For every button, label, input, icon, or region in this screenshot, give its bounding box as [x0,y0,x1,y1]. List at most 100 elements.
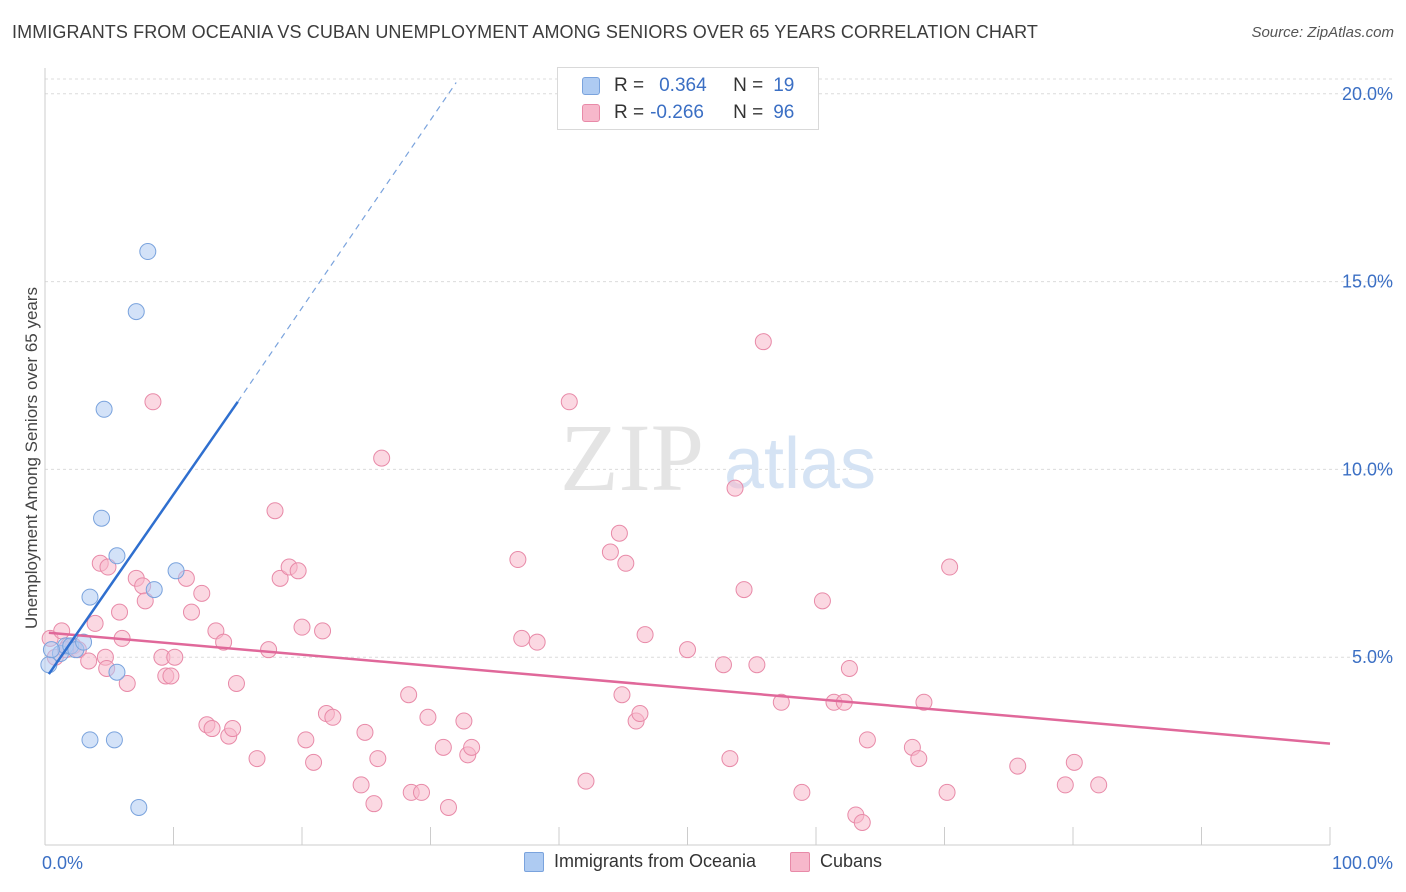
oceania-point [145,581,163,599]
cubans-point [80,652,98,670]
cubans-point [248,750,266,768]
oceania-point [81,731,99,749]
oceania-point [95,400,113,418]
tick-labels: 5.0% 10.0% 15.0% 20.0% 0.0% 100.0% [42,84,1393,873]
cubans-point [617,554,635,572]
trend-lines [47,82,1331,745]
legend-n-label: N = [733,102,764,123]
legend-row-cubans: R = -0.266 N = 96 [582,100,794,126]
correlation-legend: R = 0.364 N = 19 R = -0.266 N = 96 [557,67,819,130]
cubans-point [193,584,211,602]
legend-swatch-oceania [523,851,544,872]
cubans-point [324,708,342,726]
legend-r-value: -0.266 [650,102,704,123]
oceania-point [130,798,148,816]
cubans-point [560,393,578,411]
cubans-point [215,633,233,651]
oceania-point [81,588,99,606]
cubans-point [1065,753,1083,771]
cubans-point [266,502,284,520]
cubans-point [118,674,136,692]
y-tick-label: 10.0% [1342,459,1393,479]
cubans-point [356,723,374,741]
cubans-point [260,641,278,659]
y-axis-label: Unemployment Among Seniors over 65 years [22,286,41,630]
cubans-point [144,393,162,411]
cubans-point [224,720,242,738]
cubans-point [203,720,221,738]
series-legend: Immigrants from Oceania Cubans [0,851,1406,872]
cubans-point [509,551,527,569]
cubans-point [601,543,619,561]
cubans-point [314,622,332,640]
cubans-point [910,750,928,768]
cubans-point [434,738,452,756]
legend-row-oceania: R = 0.364 N = 19 [582,73,794,99]
oceania-point [108,547,126,565]
cubans-point [631,705,649,723]
cubans-point [182,603,200,621]
cubans-point [166,648,184,666]
cubans-point [513,629,531,647]
legend-r-label: R = [614,75,645,96]
cubans-point [754,333,772,351]
cubans-point [610,524,628,542]
oceania-point [108,663,126,681]
chart-title: IMMIGRANTS FROM OCEANIA VS CUBAN UNEMPLO… [12,22,1038,42]
cubans-point [528,633,546,651]
cubans-point [352,776,370,794]
cubans-point [400,686,418,704]
cubans-point [613,686,631,704]
cubans-point [369,750,387,768]
oceania-point [127,303,145,321]
cubans-point [735,581,753,599]
cubans-point [413,783,431,801]
cubans-point [136,592,154,610]
cubans-point [1056,776,1074,794]
cubans-point [941,558,959,576]
cubans-point [938,783,956,801]
axes [44,68,1331,846]
cubans-point [813,592,831,610]
cubans-point [289,562,307,580]
cubans-point [793,783,811,801]
oceania-point [139,243,157,261]
cubans-point [53,622,71,640]
legend-n-value: 96 [773,102,795,123]
cubans-point [271,569,289,587]
cubans-point [748,656,766,674]
oceania-points [40,243,185,816]
y-tick-label: 5.0% [1352,647,1393,667]
legend-label-oceania: Immigrants from Oceania [553,851,756,871]
legend-r-label: R = [614,102,645,123]
legend-swatch-oceania [582,77,600,95]
cubans-point [455,712,473,730]
watermark: ZIP atlas [560,404,876,511]
cubans-point [99,558,117,576]
legend-r-value: 0.364 [659,75,707,96]
watermark-atlas: atlas [724,424,876,504]
x-tick-label: 100.0% [1332,853,1393,873]
cubans-point [726,479,744,497]
legend-item-cubans[interactable]: Cubans [790,851,882,872]
cubans-trend-line [48,631,1331,745]
cubans-point [439,798,457,816]
cubans-point [1090,776,1108,794]
cubans-point [636,626,654,644]
cubans-point [679,641,696,659]
cubans-point [858,731,876,749]
cubans-point [1009,757,1027,775]
cubans-point [772,693,790,711]
cubans-point [577,772,595,790]
cubans-point [227,674,245,692]
cubans-point [714,656,732,674]
oceania-point [75,633,93,651]
source-label: Source: ZipAtlas.com [1251,24,1394,41]
legend-swatch-cubans [790,851,810,872]
oceania-point [105,731,123,749]
cubans-point [297,731,315,749]
cubans-point [365,795,383,813]
legend-item-oceania[interactable]: Immigrants from Oceania [523,851,756,872]
legend-swatch-cubans [582,104,600,122]
